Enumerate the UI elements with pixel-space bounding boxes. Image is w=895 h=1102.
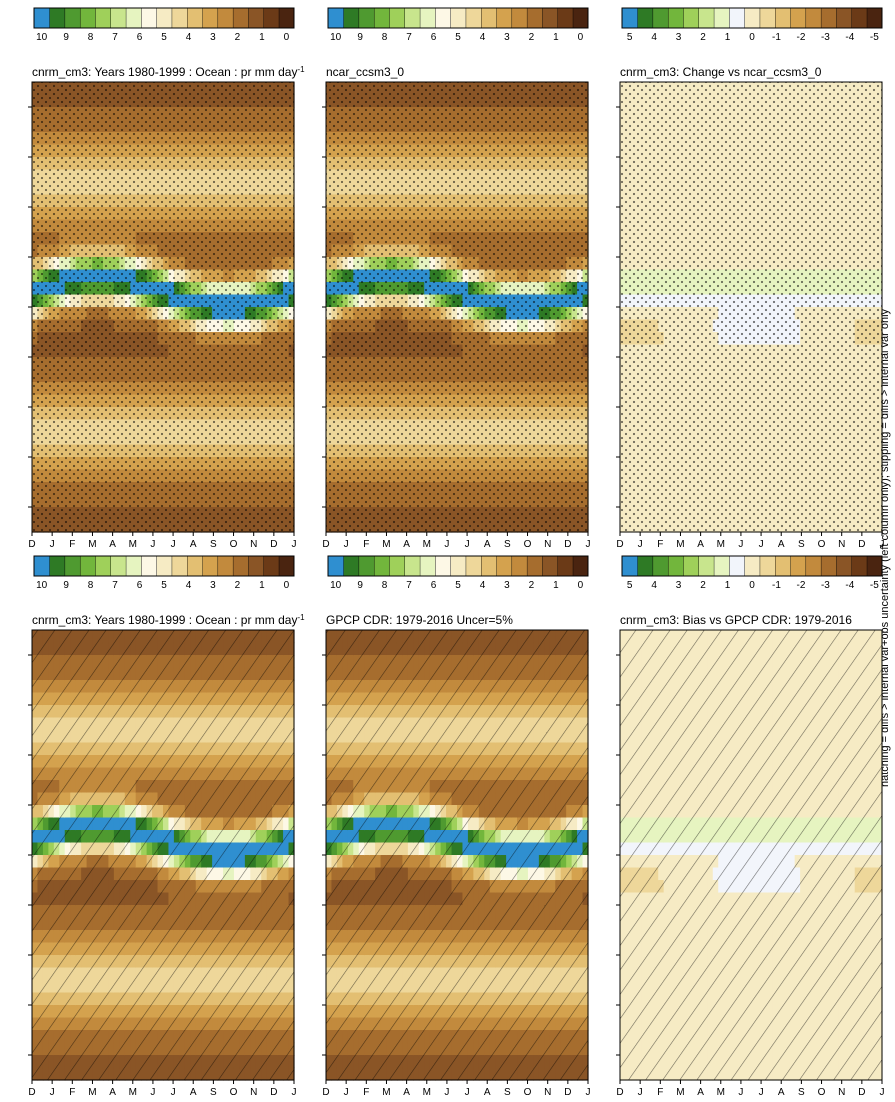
colorbar-segment	[404, 8, 420, 28]
colorbar-tick-label: 8	[88, 32, 94, 43]
colorbar-tick-label: 9	[357, 32, 363, 43]
month-label: J	[586, 539, 591, 550]
colorbar-tick-label: 9	[63, 32, 69, 43]
month-label: J	[344, 539, 349, 550]
month-label: M	[423, 539, 431, 550]
colorbar-segment	[187, 8, 203, 28]
month-label: O	[524, 539, 532, 550]
colorbar-segment	[374, 8, 390, 28]
month-label: A	[403, 539, 410, 550]
month-label: F	[363, 539, 369, 550]
month-label: D	[270, 539, 277, 550]
colorbar-segment	[248, 8, 264, 28]
colorbar-tick-label: 4	[186, 32, 192, 43]
colorbar-tick-label: 1	[259, 32, 265, 43]
colorbar-segment	[218, 8, 234, 28]
month-label: J	[171, 539, 176, 550]
colorbar-tick-label: 2	[235, 32, 241, 43]
chart-title: ncar_ccsm3_0	[326, 65, 404, 79]
colorbar-tick-label: 8	[382, 32, 388, 43]
colorbar-tick-label: 6	[137, 32, 143, 43]
month-label: A	[190, 539, 197, 550]
month-label: M	[129, 539, 137, 550]
month-label: N	[250, 539, 257, 550]
colorbar-segment	[359, 8, 375, 28]
month-label: J	[292, 539, 297, 550]
colorbar-segment	[263, 8, 279, 28]
colorbar-segment	[233, 8, 249, 28]
colorbar-segment	[156, 8, 172, 28]
colorbar-segment	[110, 8, 126, 28]
colorbar-tick-label: 5	[161, 32, 167, 43]
month-label: M	[382, 539, 390, 550]
month-label: A	[484, 539, 491, 550]
month-label: S	[210, 539, 217, 550]
colorbar-tick-label: 7	[406, 32, 412, 43]
colorbar-tick-label: 4	[480, 32, 486, 43]
colorbar-segment	[557, 8, 573, 28]
stippling-overlay	[326, 82, 588, 532]
colorbar-tick-label: 3	[210, 32, 216, 43]
colorbar-segment	[202, 8, 218, 28]
colorbar-tick-label: 10	[36, 32, 48, 43]
colorbar-tick-label: 0	[578, 32, 584, 43]
colorbar-tick-label: 2	[529, 32, 535, 43]
colorbar-segment	[126, 8, 142, 28]
colorbar-segment	[80, 8, 96, 28]
colorbar-tick-label: 10	[330, 32, 342, 43]
colorbar-segment	[481, 8, 497, 28]
month-label: D	[564, 539, 571, 550]
colorbar-segment	[435, 8, 451, 28]
colorbar-tick-label: 7	[112, 32, 118, 43]
colorbar-segment	[141, 8, 157, 28]
colorbar-segment	[466, 8, 482, 28]
colorbar-tick-label: 0	[284, 32, 290, 43]
month-label: M	[88, 539, 96, 550]
colorbar-segment	[49, 8, 65, 28]
month-label: J	[465, 539, 470, 550]
colorbar-segment	[420, 8, 436, 28]
colorbar-segment	[95, 8, 111, 28]
month-label: D	[322, 539, 329, 550]
colorbar-segment	[512, 8, 528, 28]
colorbar-segment	[172, 8, 188, 28]
chart-title: cnrm_cm3: Years 1980-1999 : Ocean : pr m…	[32, 65, 305, 80]
colorbar-segment	[343, 8, 359, 28]
colorbar-segment	[328, 8, 344, 28]
title-superscript: -1	[297, 65, 305, 74]
month-label: J	[444, 539, 449, 550]
month-label: J	[150, 539, 155, 550]
chart-panel-3: cnrm_cm3: Years 1980-1999 : Ocean : pr m…	[28, 8, 305, 550]
month-label: F	[69, 539, 75, 550]
colorbar-tick-label: 6	[431, 32, 437, 43]
colorbar-segment	[34, 8, 50, 28]
colorbar-tick-label: 5	[455, 32, 461, 43]
panels: cnrm_cm3: Years 1980-1999 : Ocean : pr m…	[28, 8, 885, 1097]
stippling-overlay	[32, 82, 294, 532]
month-label: N	[544, 539, 551, 550]
month-label: D	[28, 539, 35, 550]
colorbar-segment	[279, 8, 295, 28]
month-label: J	[50, 539, 55, 550]
colorbar-segment	[527, 8, 543, 28]
month-label: O	[230, 539, 238, 550]
colorbar-segment	[389, 8, 405, 28]
month-label: S	[504, 539, 511, 550]
colorbar-segment	[496, 8, 512, 28]
colorbar-tick-label: 1	[553, 32, 559, 43]
colorbar-segment	[542, 8, 558, 28]
colorbar-segment	[450, 8, 466, 28]
colorbar-segment	[573, 8, 589, 28]
colorbar-segment	[65, 8, 81, 28]
month-label: A	[109, 539, 116, 550]
colorbar-tick-label: 3	[504, 32, 510, 43]
